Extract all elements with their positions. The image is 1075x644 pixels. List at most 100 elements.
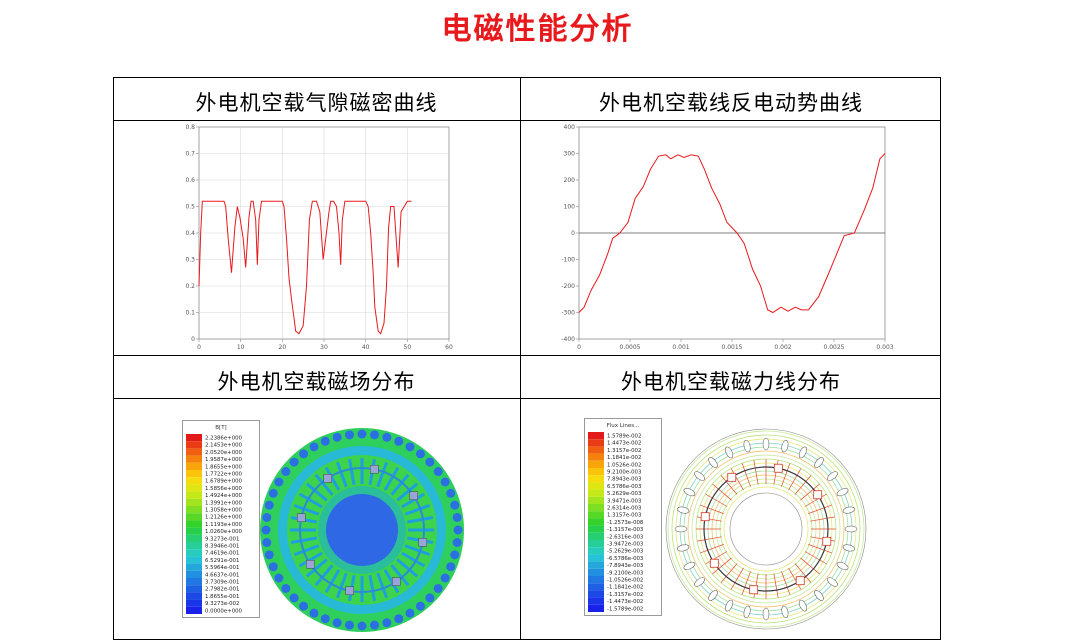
flux-tooth-line (712, 483, 732, 501)
stator-slot (433, 583, 443, 593)
stator-slot (842, 506, 856, 514)
flux-tooth-line (808, 504, 832, 514)
flux-tooth-line (794, 563, 812, 583)
legend-swatch (186, 520, 202, 528)
tooth (396, 558, 419, 578)
stator-slot (762, 437, 770, 451)
y-tick-label: 100 (564, 204, 576, 211)
stator-slot (683, 488, 696, 497)
legend-swatch (588, 475, 604, 483)
fluxlines-caption: 外电机空载磁力线分布 (621, 370, 841, 394)
stator-slot (725, 599, 734, 612)
flux-tooth-line (705, 551, 728, 565)
legend-value: 1.7722e+000 (205, 472, 243, 478)
tooth (290, 536, 317, 544)
x-tick-label: 0 (577, 344, 581, 351)
legend-value: 1.4473e-002 (607, 441, 641, 447)
legend-swatch (588, 496, 604, 504)
legend-swatch (588, 590, 604, 598)
legend-value: 1.5789e-002 (607, 434, 641, 440)
field-caption: 外电机空载磁场分布 (217, 370, 416, 394)
legend-value: 1.0260e+000 (205, 529, 243, 535)
flux-tooth-line (804, 493, 827, 507)
legend-value: -1.3157e-003 (607, 527, 643, 533)
tooth (368, 575, 376, 602)
legend-swatch (588, 446, 604, 454)
grid-divider-vertical (520, 77, 521, 640)
legend-value: -1.3157e-002 (607, 592, 643, 598)
tooth (314, 564, 334, 587)
y-tick-label: 0.8 (185, 124, 195, 131)
legend-swatch (186, 563, 202, 571)
magnet (822, 536, 832, 546)
legend-swatch (186, 549, 202, 557)
legend-value: 3.7309e-001 (205, 580, 239, 586)
y-tick-label: 0.5 (185, 204, 195, 211)
flux-line (671, 434, 861, 624)
legend-swatch (186, 599, 202, 607)
tooth (376, 572, 389, 599)
legend-value: 4.6637e-001 (205, 572, 239, 578)
stator-slot (394, 436, 404, 446)
legend-swatch (588, 489, 604, 497)
x-tick-label: 10 (237, 344, 245, 351)
stator-slot (262, 538, 272, 548)
legend-value: 5.5964e-001 (205, 565, 239, 571)
stator-slot (674, 525, 688, 533)
inner-bore (729, 492, 803, 566)
legend-value: 1.8655e+000 (205, 464, 243, 470)
flux-tooth-line (808, 544, 832, 554)
flux-tooth-line (781, 571, 791, 595)
stator-slot (683, 561, 696, 570)
x-tick-label: 20 (279, 344, 287, 351)
legend-value: 1.3157e-003 (607, 513, 641, 519)
winding-ring (703, 466, 829, 592)
legend-value: 1.2126e+000 (205, 515, 243, 521)
y-tick-label: 0 (191, 336, 195, 343)
y-tick-label: 0.7 (185, 151, 195, 158)
stator-slot (694, 577, 705, 587)
legend-value: 7.8943e-003 (607, 477, 641, 483)
legend-value: -9.2100e-003 (607, 570, 643, 576)
y-tick-label: 0 (571, 230, 575, 237)
magnet (345, 586, 354, 596)
stator-slot (708, 590, 718, 601)
legend-value: -1.5789e-002 (607, 606, 643, 612)
flux-tooth-line (804, 551, 827, 565)
tooth (335, 572, 348, 599)
legend-value: 9.3273e-001 (205, 536, 239, 542)
legend-value: 1.4924e+000 (205, 493, 243, 499)
tooth (404, 544, 431, 557)
magnet (418, 538, 428, 547)
y-tick-label: 0.4 (185, 230, 195, 237)
x-tick-label: 50 (404, 344, 412, 351)
flux-tooth-line (794, 475, 812, 495)
stator-slot (332, 432, 342, 442)
flux-tooth-line (700, 544, 724, 554)
flux-tooth-line (800, 557, 820, 575)
flux-line (723, 486, 809, 572)
stator-slot (798, 446, 807, 459)
legend-value: 1.8655e-001 (205, 594, 239, 600)
tooth (396, 482, 419, 502)
x-tick-label: 30 (320, 344, 328, 351)
legend-value: -1.1841e-002 (607, 585, 643, 591)
magnet (370, 464, 379, 474)
stator-slot (268, 562, 278, 572)
y-tick-label: 400 (564, 124, 576, 131)
legend-value: 6.5291e-001 (205, 558, 239, 564)
stator-slot (425, 593, 435, 603)
stator-slot (357, 429, 367, 439)
legend-swatch (588, 432, 604, 440)
flux-lines-plot (665, 428, 867, 630)
tooth (314, 473, 334, 496)
legend-swatch (588, 597, 604, 605)
magnet (795, 576, 805, 586)
grid-divider-header-bottom (113, 398, 941, 399)
x-tick-label: 0.001 (672, 344, 689, 351)
tooth (383, 569, 400, 594)
stator-slot (394, 614, 404, 624)
tooth (324, 569, 341, 594)
x-tick-label: 40 (362, 344, 370, 351)
legend-swatch (588, 554, 604, 562)
